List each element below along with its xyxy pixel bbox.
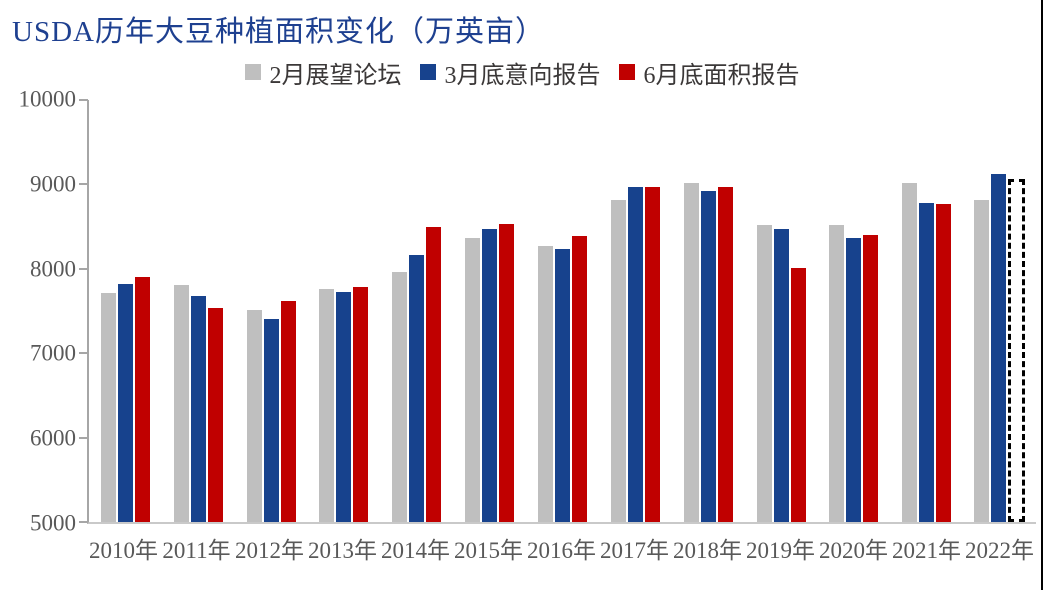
bar-2月展望论坛-2017年 (610, 200, 626, 522)
x-tick-label: 2013年 (308, 538, 377, 563)
x-tick-label: 2018年 (673, 538, 742, 563)
x-tick-label: 2020年 (819, 538, 888, 563)
bar-6月底面积报告-2015年 (499, 224, 515, 522)
y-tick-mark (79, 521, 88, 523)
x-tick-label: 2010年 (89, 538, 158, 563)
x-tick-label: 2011年 (162, 538, 231, 563)
legend-label: 6月底面积报告 (643, 62, 800, 89)
x-tick-label: 2014年 (381, 538, 450, 563)
legend-swatch-icon (244, 64, 261, 80)
y-tick-mark (79, 267, 88, 270)
y-tick-mark (79, 352, 88, 355)
legend-item-1: 3月底意向报告 (419, 55, 601, 90)
y-tick-label: 10000 (18, 86, 77, 112)
bar-group-2012年 (235, 100, 308, 522)
y-tick-label: 7000 (30, 340, 76, 366)
bar-3月底意向报告-2015年 (482, 229, 498, 522)
bar-3月底意向报告-2020年 (846, 238, 862, 522)
y-tick-mark (79, 436, 88, 439)
x-tick-label: 2016年 (527, 538, 596, 563)
bar-2月展望论坛-2013年 (319, 289, 335, 522)
bar-group-2010年 (89, 100, 162, 522)
bar-3月底意向报告-2011年 (190, 296, 206, 522)
y-tick-mark (79, 99, 88, 101)
bar-3月底意向报告-2018年 (700, 191, 716, 522)
bar-group-2016年 (526, 100, 599, 522)
legend-item-2: 6月底面积报告 (618, 55, 800, 90)
bar-6月底面积报告-2018年 (717, 187, 733, 522)
y-axis-labels: 10000 9000 8000 7000 6000 5000 (0, 86, 77, 535)
y-tick-label: 9000 (30, 171, 76, 197)
bar-3月底意向报告-2013年 (336, 292, 352, 522)
bar-2月展望论坛-2011年 (173, 285, 189, 522)
bar-group-2018年 (672, 100, 745, 522)
bar-2月展望论坛-2022年 (974, 200, 990, 522)
bar-3月底意向报告-2017年 (627, 187, 643, 522)
x-tick-label: 2021年 (892, 538, 961, 563)
bar-2月展望论坛-2014年 (392, 272, 408, 522)
bar-3月底意向报告-2022年 (991, 174, 1007, 522)
bar-6月底面积报告-2010年 (134, 277, 150, 522)
y-tick-label: 5000 (30, 510, 76, 536)
bar-2月展望论坛-2012年 (246, 310, 262, 522)
legend-label: 3月底意向报告 (444, 62, 601, 89)
chart-legend: 2月展望论坛 3月底意向报告 6月底面积报告 (0, 58, 1044, 89)
bar-2月展望论坛-2016年 (537, 246, 553, 522)
bar-3月底意向报告-2021年 (919, 203, 935, 522)
bar-group-2021年 (890, 100, 963, 522)
legend-item-0: 2月展望论坛 (244, 55, 402, 90)
legend-swatch-icon (618, 64, 635, 80)
bar-3月底意向报告-2019年 (773, 229, 789, 522)
bar-series-container (89, 100, 1036, 522)
bar-2月展望论坛-2019年 (756, 225, 772, 522)
bar-6月底面积报告-2017年 (644, 187, 660, 522)
bar-2月展望论坛-2020年 (829, 225, 845, 522)
bar-group-2022年 (963, 100, 1036, 522)
bar-group-2019年 (745, 100, 818, 522)
bar-3月底意向报告-2016年 (554, 249, 570, 522)
bar-3月底意向报告-2014年 (409, 255, 425, 522)
bar-6月底面积报告-2020年 (863, 235, 879, 522)
legend-swatch-icon (419, 64, 436, 80)
bar-6月底面积报告-2013年 (353, 287, 369, 522)
bar-6月底面积报告-2019年 (790, 268, 806, 522)
bar-group-2011年 (162, 100, 235, 522)
y-tick-label: 6000 (30, 425, 76, 451)
bar-6月底面积报告-2021年 (936, 204, 952, 522)
bar-group-2014年 (380, 100, 453, 522)
x-tick-label: 2017年 (600, 538, 669, 563)
y-tick-mark (79, 183, 88, 186)
bar-group-2015年 (453, 100, 526, 522)
bar-3月底意向报告-2012年 (263, 319, 279, 522)
bar-6月底面积报告-2014年 (426, 227, 442, 522)
bar-6月底面积报告-2016年 (571, 236, 587, 522)
bar-group-2020年 (817, 100, 890, 522)
x-tick-label: 2019年 (746, 538, 815, 563)
bar-placeholder-dashed (1008, 179, 1026, 522)
page-border-line (1041, 0, 1043, 590)
plot-area (79, 99, 1036, 524)
x-tick-label: 2012年 (235, 538, 304, 563)
bar-group-2013年 (308, 100, 381, 522)
bar-6月底面积报告-2011年 (207, 308, 223, 522)
bar-2月展望论坛-2015年 (465, 238, 481, 522)
bar-group-2017年 (599, 100, 672, 522)
bar-6月底面积报告-2012年 (280, 301, 296, 522)
x-axis-labels: 2010年 2011年 2012年 2013年 2014年 2015年 2016年 2017年… (87, 531, 1036, 565)
bar-2月展望论坛-2010年 (100, 293, 116, 522)
x-tick-label: 2015年 (454, 538, 523, 563)
bar-2月展望论坛-2021年 (902, 183, 918, 522)
legend-label: 2月展望论坛 (269, 62, 402, 89)
bar-2月展望论坛-2018年 (683, 183, 699, 522)
y-tick-label: 8000 (30, 256, 76, 282)
chart-title: USDA历年大豆种植面积变化（万英亩） (12, 16, 545, 48)
bar-3月底意向报告-2010年 (117, 284, 133, 522)
x-tick-label: 2022年 (965, 538, 1034, 563)
